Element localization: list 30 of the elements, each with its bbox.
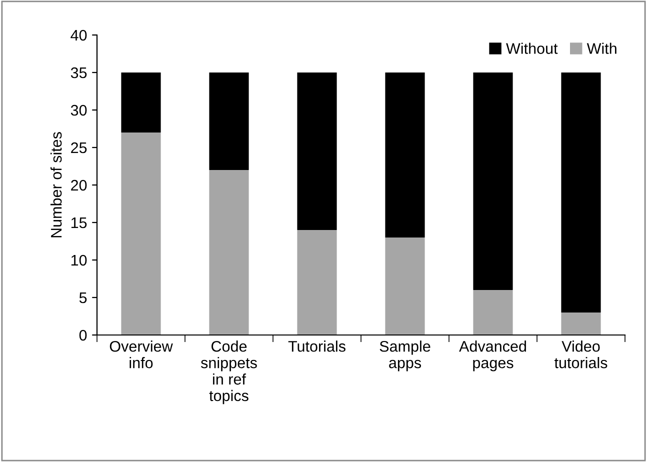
bar <box>297 230 337 335</box>
x-tick-label: Advanced pages <box>459 340 526 372</box>
y-tick-label: 5 <box>79 292 87 304</box>
y-tick-label: 25 <box>71 142 87 154</box>
y-tick-label: 10 <box>71 254 87 266</box>
x-tick-label: Video tutorials <box>554 340 608 368</box>
legend-label: Without <box>506 42 558 54</box>
bar <box>561 72 601 312</box>
bar <box>121 132 161 335</box>
bar <box>385 238 425 335</box>
x-tick-label: Overview info <box>110 340 173 368</box>
y-axis-title: Number of sites <box>50 132 62 238</box>
y-tick-label: 35 <box>70 67 87 78</box>
bar <box>209 72 249 170</box>
y-tick-label: 40 <box>70 30 87 41</box>
bar <box>561 312 601 335</box>
bar <box>121 72 161 132</box>
bar <box>297 72 337 230</box>
bar <box>209 170 249 335</box>
bar <box>473 290 513 335</box>
x-tick-label: Sample apps <box>380 340 430 372</box>
y-tick-label: 30 <box>70 104 87 116</box>
y-tick-label: 0 <box>79 330 87 341</box>
legend-label: With <box>586 42 616 54</box>
bar <box>385 72 425 238</box>
x-tick-label: Tutorials <box>288 340 346 352</box>
x-tick-label: Code snippets in ref topics <box>200 340 257 404</box>
y-tick-label: 15 <box>71 218 87 228</box>
y-tick-label: 20 <box>71 180 87 191</box>
bar <box>473 72 513 290</box>
